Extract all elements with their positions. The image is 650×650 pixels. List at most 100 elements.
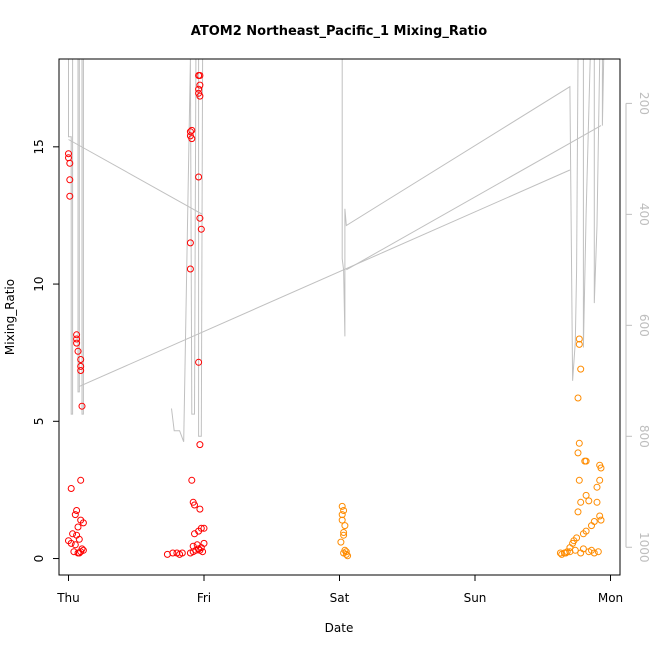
data-point-red-19 (74, 523, 82, 531)
data-point-red-60 (196, 214, 204, 222)
data-point-orange-45 (562, 549, 570, 557)
data-point-orange-12 (344, 552, 352, 560)
profile-line-5 (346, 125, 602, 271)
x-tick-label-thu: Thu (56, 591, 80, 605)
y-tick-label-0: 0 (32, 555, 46, 563)
data-point-orange-26 (574, 508, 582, 516)
data-point-orange-47 (571, 546, 579, 554)
data-point-red-64 (186, 128, 194, 136)
data-point-red-36 (178, 549, 186, 557)
x-tick-label-mon: Mon (598, 591, 623, 605)
data-point-orange-37 (582, 457, 590, 465)
y2-tick-label-200: 200 (637, 92, 650, 115)
plot-area: Thu Fri Sat Sun Mon 0 5 10 15 200 400 600 800 1000 (32, 58, 650, 605)
data-point-red-7 (73, 339, 81, 347)
plot-frame (58, 58, 621, 576)
data-point-orange-13 (556, 549, 564, 557)
data-point-red-0 (65, 150, 72, 158)
data-point-red-13 (77, 476, 85, 484)
data-point-red-14 (67, 485, 75, 492)
data-point-orange-32 (575, 476, 583, 484)
data-point-red-59 (197, 225, 205, 233)
data-point-orange-6 (340, 531, 348, 539)
data-point-red-5 (73, 331, 81, 339)
y-axis-label: Mixing_Ratio (3, 279, 17, 355)
x-axis-label: Date (325, 621, 354, 635)
data-point-orange-29 (585, 497, 593, 505)
y-tick-label-5: 5 (32, 417, 46, 425)
data-point-orange-30 (582, 491, 590, 499)
data-point-red-54 (188, 476, 196, 484)
data-point-orange-1 (340, 507, 348, 514)
data-point-orange-51 (594, 548, 602, 556)
profile-line-4 (341, 58, 605, 381)
data-point-red-18 (79, 519, 87, 527)
data-point-orange-53 (579, 545, 587, 553)
data-point-red-11 (77, 367, 85, 374)
data-point-red-69 (196, 81, 204, 89)
data-point-orange-27 (577, 498, 585, 506)
data-point-red-8 (74, 347, 82, 355)
data-point-orange-23 (590, 518, 598, 525)
data-point-red-68 (195, 85, 203, 93)
data-point-red-42 (189, 542, 197, 550)
data-point-orange-39 (575, 439, 583, 447)
data-point-orange-11 (342, 550, 350, 558)
data-point-red-33 (169, 549, 177, 557)
data-point-orange-40 (574, 394, 582, 402)
data-point-red-16 (71, 511, 79, 519)
data-point-orange-21 (582, 527, 590, 535)
data-point-orange-3 (338, 516, 346, 524)
data-point-red-6 (73, 335, 81, 343)
data-point-red-65 (188, 126, 196, 134)
y2-tick-label-400: 400 (637, 203, 650, 226)
data-point-red-12 (78, 402, 86, 410)
data-point-orange-28 (593, 498, 601, 506)
data-point-red-25 (71, 541, 79, 549)
data-point-red-57 (186, 265, 194, 273)
data-point-red-31 (75, 549, 83, 557)
data-point-orange-52 (588, 546, 595, 554)
data-point-red-71 (196, 72, 204, 79)
data-point-red-10 (77, 362, 85, 370)
data-point-red-24 (67, 539, 75, 547)
data-point-orange-31 (593, 483, 601, 491)
y2-tick-label-800: 800 (637, 425, 650, 448)
data-point-orange-0 (338, 502, 346, 510)
y-tick-label-10: 10 (32, 276, 46, 291)
profile-line-0 (68, 58, 84, 415)
data-point-orange-41 (577, 365, 585, 373)
data-point-red-43 (193, 541, 201, 549)
data-point-orange-33 (596, 476, 604, 484)
data-point-red-4 (66, 192, 74, 200)
y-tick-label-15: 15 (32, 139, 46, 154)
y2-tick-label-1000: 1000 (637, 532, 650, 563)
data-point-red-55 (196, 441, 204, 449)
y2-tick-label-600: 600 (637, 314, 650, 337)
data-point-red-61 (195, 173, 203, 181)
data-point-red-50 (200, 524, 208, 532)
data-point-red-3 (66, 176, 74, 184)
data-point-orange-4 (341, 522, 349, 530)
data-point-red-67 (195, 89, 203, 97)
data-point-orange-43 (575, 335, 583, 343)
x-tick-label-fri: Fri (197, 591, 211, 605)
data-point-red-20 (69, 530, 77, 538)
data-point-red-22 (75, 535, 83, 543)
data-point-red-56 (195, 358, 203, 366)
data-point-red-49 (197, 524, 205, 532)
profile-line-2 (79, 169, 571, 387)
data-point-orange-24 (597, 516, 605, 524)
data-point-orange-5 (340, 529, 348, 536)
data-point-red-53 (189, 498, 197, 506)
x-tick-label-sat: Sat (330, 591, 350, 605)
data-point-orange-7 (337, 538, 345, 546)
chart-title: ATOM2 Northeast_Pacific_1 Mixing_Ratio (191, 24, 487, 39)
profile-line-3 (171, 58, 204, 442)
x-tick-label-sun: Sun (464, 591, 487, 605)
data-point-orange-35 (596, 461, 604, 469)
data-point-red-9 (77, 356, 85, 363)
profile-line-1 (68, 139, 203, 215)
data-point-red-46 (199, 548, 207, 556)
